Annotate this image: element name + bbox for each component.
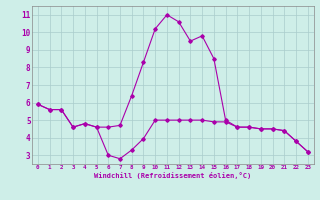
- X-axis label: Windchill (Refroidissement éolien,°C): Windchill (Refroidissement éolien,°C): [94, 172, 252, 179]
